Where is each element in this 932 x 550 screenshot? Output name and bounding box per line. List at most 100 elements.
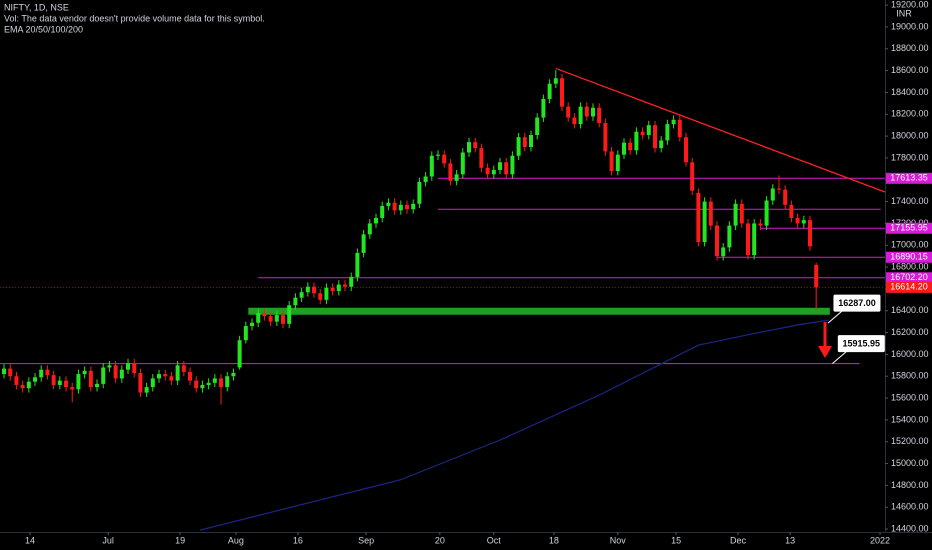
candle-body [776, 188, 781, 190]
price-tag-label: 17613.35 [890, 173, 928, 183]
currency-label: INR [896, 8, 912, 18]
price-tag [886, 222, 932, 234]
candle-body [448, 163, 453, 181]
candle-body [702, 201, 707, 242]
x-tick-label: 13 [785, 535, 795, 545]
candle-body [423, 176, 428, 182]
candle-body [429, 155, 434, 177]
candle-body [212, 378, 217, 383]
candle-body [807, 220, 812, 247]
candle-body [256, 312, 261, 323]
candle-body [758, 223, 763, 226]
candle-body [498, 162, 503, 170]
x-tick-label: 14 [25, 535, 35, 545]
candle-body [82, 370, 87, 375]
candle-body [138, 372, 143, 393]
y-tick-label: 16400.00 [891, 305, 929, 315]
y-tick-label: 15600.00 [891, 392, 929, 402]
y-tick-label: 18600.00 [891, 65, 929, 75]
y-tick-label: 14600.00 [891, 502, 929, 512]
candle-body [603, 123, 608, 152]
candle-body [150, 378, 155, 388]
candle-body [752, 223, 757, 256]
candle-body [188, 371, 193, 381]
candle-body [76, 374, 81, 390]
candle-body [200, 384, 205, 389]
candle-body [727, 225, 732, 248]
candle-body [801, 220, 806, 224]
y-tick-label: 15000.00 [891, 458, 929, 468]
candle-body [665, 124, 670, 141]
candle-body [8, 368, 13, 377]
candle-body [95, 383, 100, 388]
candle-body [386, 202, 391, 206]
candle-body [33, 377, 38, 382]
candle-body [473, 142, 478, 149]
candle-body [330, 287, 335, 292]
candle-body [274, 315, 279, 322]
price-tag-label: 17155.95 [890, 223, 928, 233]
candle-body [597, 107, 602, 124]
y-tick-label: 15400.00 [891, 414, 929, 424]
x-tick-label: Aug [228, 535, 244, 545]
candle-body [733, 203, 738, 226]
candle-body [262, 312, 267, 317]
candle-body [250, 322, 255, 327]
y-tick-label: 16000.00 [891, 349, 929, 359]
candle-body [795, 217, 800, 224]
candle-body [231, 372, 236, 377]
candle-body [299, 292, 304, 298]
candle-body [113, 365, 118, 379]
price-tag [886, 272, 932, 284]
candle-body [107, 365, 112, 368]
candle-body [714, 225, 719, 257]
price-tag-label: 16614.20 [890, 282, 928, 292]
candle-body [132, 363, 137, 373]
candle-body [547, 83, 552, 99]
candle-body [454, 174, 459, 181]
volume-note: Vol: The data vendor doesn't provide vol… [4, 13, 265, 23]
price-tag [886, 281, 932, 293]
candle-body [305, 286, 310, 293]
price-tag-label: 16890.15 [890, 252, 928, 262]
candle-body [541, 98, 546, 118]
candle-body [411, 203, 416, 210]
candle-body [119, 369, 124, 379]
y-tick-label: 19200.00 [891, 0, 929, 10]
candle-body [181, 365, 186, 372]
y-tick-label: 17000.00 [891, 240, 929, 250]
candle-body [287, 305, 292, 324]
price-tag [886, 172, 932, 184]
x-tick-label: Dec [730, 535, 747, 545]
callout-pointer [827, 310, 843, 324]
y-tick-label: 15200.00 [891, 436, 929, 446]
x-tick-label: Nov [610, 535, 627, 545]
candle-body [14, 376, 19, 385]
candle-body [144, 387, 149, 393]
x-tick-label: 15 [671, 535, 681, 545]
candle-body [374, 217, 379, 224]
callout-box [837, 335, 885, 353]
candle-body [529, 135, 533, 148]
candle-body [590, 107, 595, 117]
y-tick-label: 16800.00 [891, 261, 929, 271]
candle-body [101, 367, 106, 384]
candle-body [677, 119, 682, 138]
y-tick-label: 18000.00 [891, 130, 929, 140]
candle-body [485, 167, 490, 175]
candle-body [225, 376, 230, 388]
candle-body [355, 252, 360, 277]
y-tick-label: 17400.00 [891, 196, 929, 206]
callout-label: 16287.00 [838, 298, 876, 308]
y-tick-label: 15800.00 [891, 371, 929, 381]
callout-pointer [831, 351, 847, 364]
candle-body [312, 286, 317, 294]
candle-body [491, 169, 496, 175]
candle-body [634, 131, 639, 151]
y-tick-label: 14400.00 [891, 523, 929, 533]
candle-body [293, 297, 298, 306]
candle-body [51, 375, 56, 385]
candle-body [318, 293, 323, 300]
candle-body [764, 200, 769, 226]
x-tick-label: 16 [293, 535, 303, 545]
